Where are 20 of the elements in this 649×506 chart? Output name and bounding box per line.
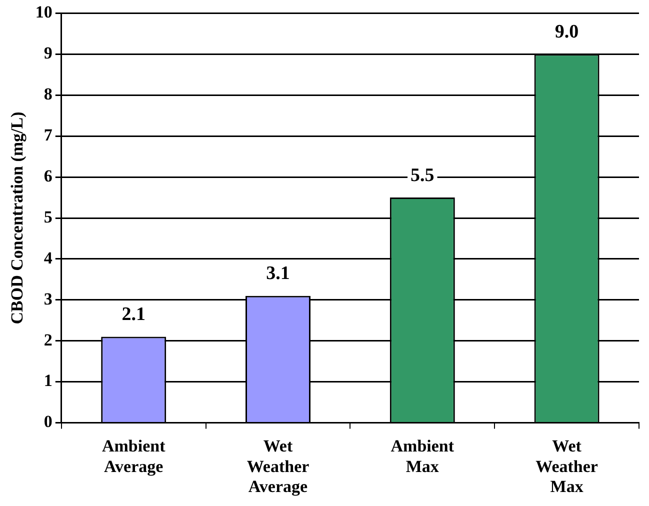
x-tick-label: Ambient Max [390, 436, 454, 476]
y-tick-label: 5 [44, 207, 52, 226]
data-label: 9.0 [554, 22, 579, 43]
data-label: 3.1 [266, 263, 290, 284]
y-tick-label: 1 [44, 371, 52, 390]
y-axis-title: CBOD Concentration (mg/L) [8, 112, 27, 324]
x-tick-label: Wet Weather Max [536, 436, 598, 496]
y-tick-label: 2 [44, 330, 52, 350]
y-tick-label: 4 [44, 248, 53, 268]
data-label: 5.5 [410, 164, 434, 186]
y-tick-label: 10 [35, 2, 52, 22]
x-tick-label: Ambient Average [102, 436, 166, 476]
y-tick-label: 7 [44, 125, 53, 144]
y-tick-label: 3 [44, 289, 52, 308]
data-label: 2.1 [122, 304, 146, 326]
y-tick-label: 8 [44, 84, 52, 104]
y-tick-label: 0 [44, 412, 52, 432]
y-tick-label: 6 [44, 166, 52, 186]
y-tick-label: 9 [44, 44, 52, 63]
x-tick-label: Wet Weather Average [246, 436, 310, 496]
